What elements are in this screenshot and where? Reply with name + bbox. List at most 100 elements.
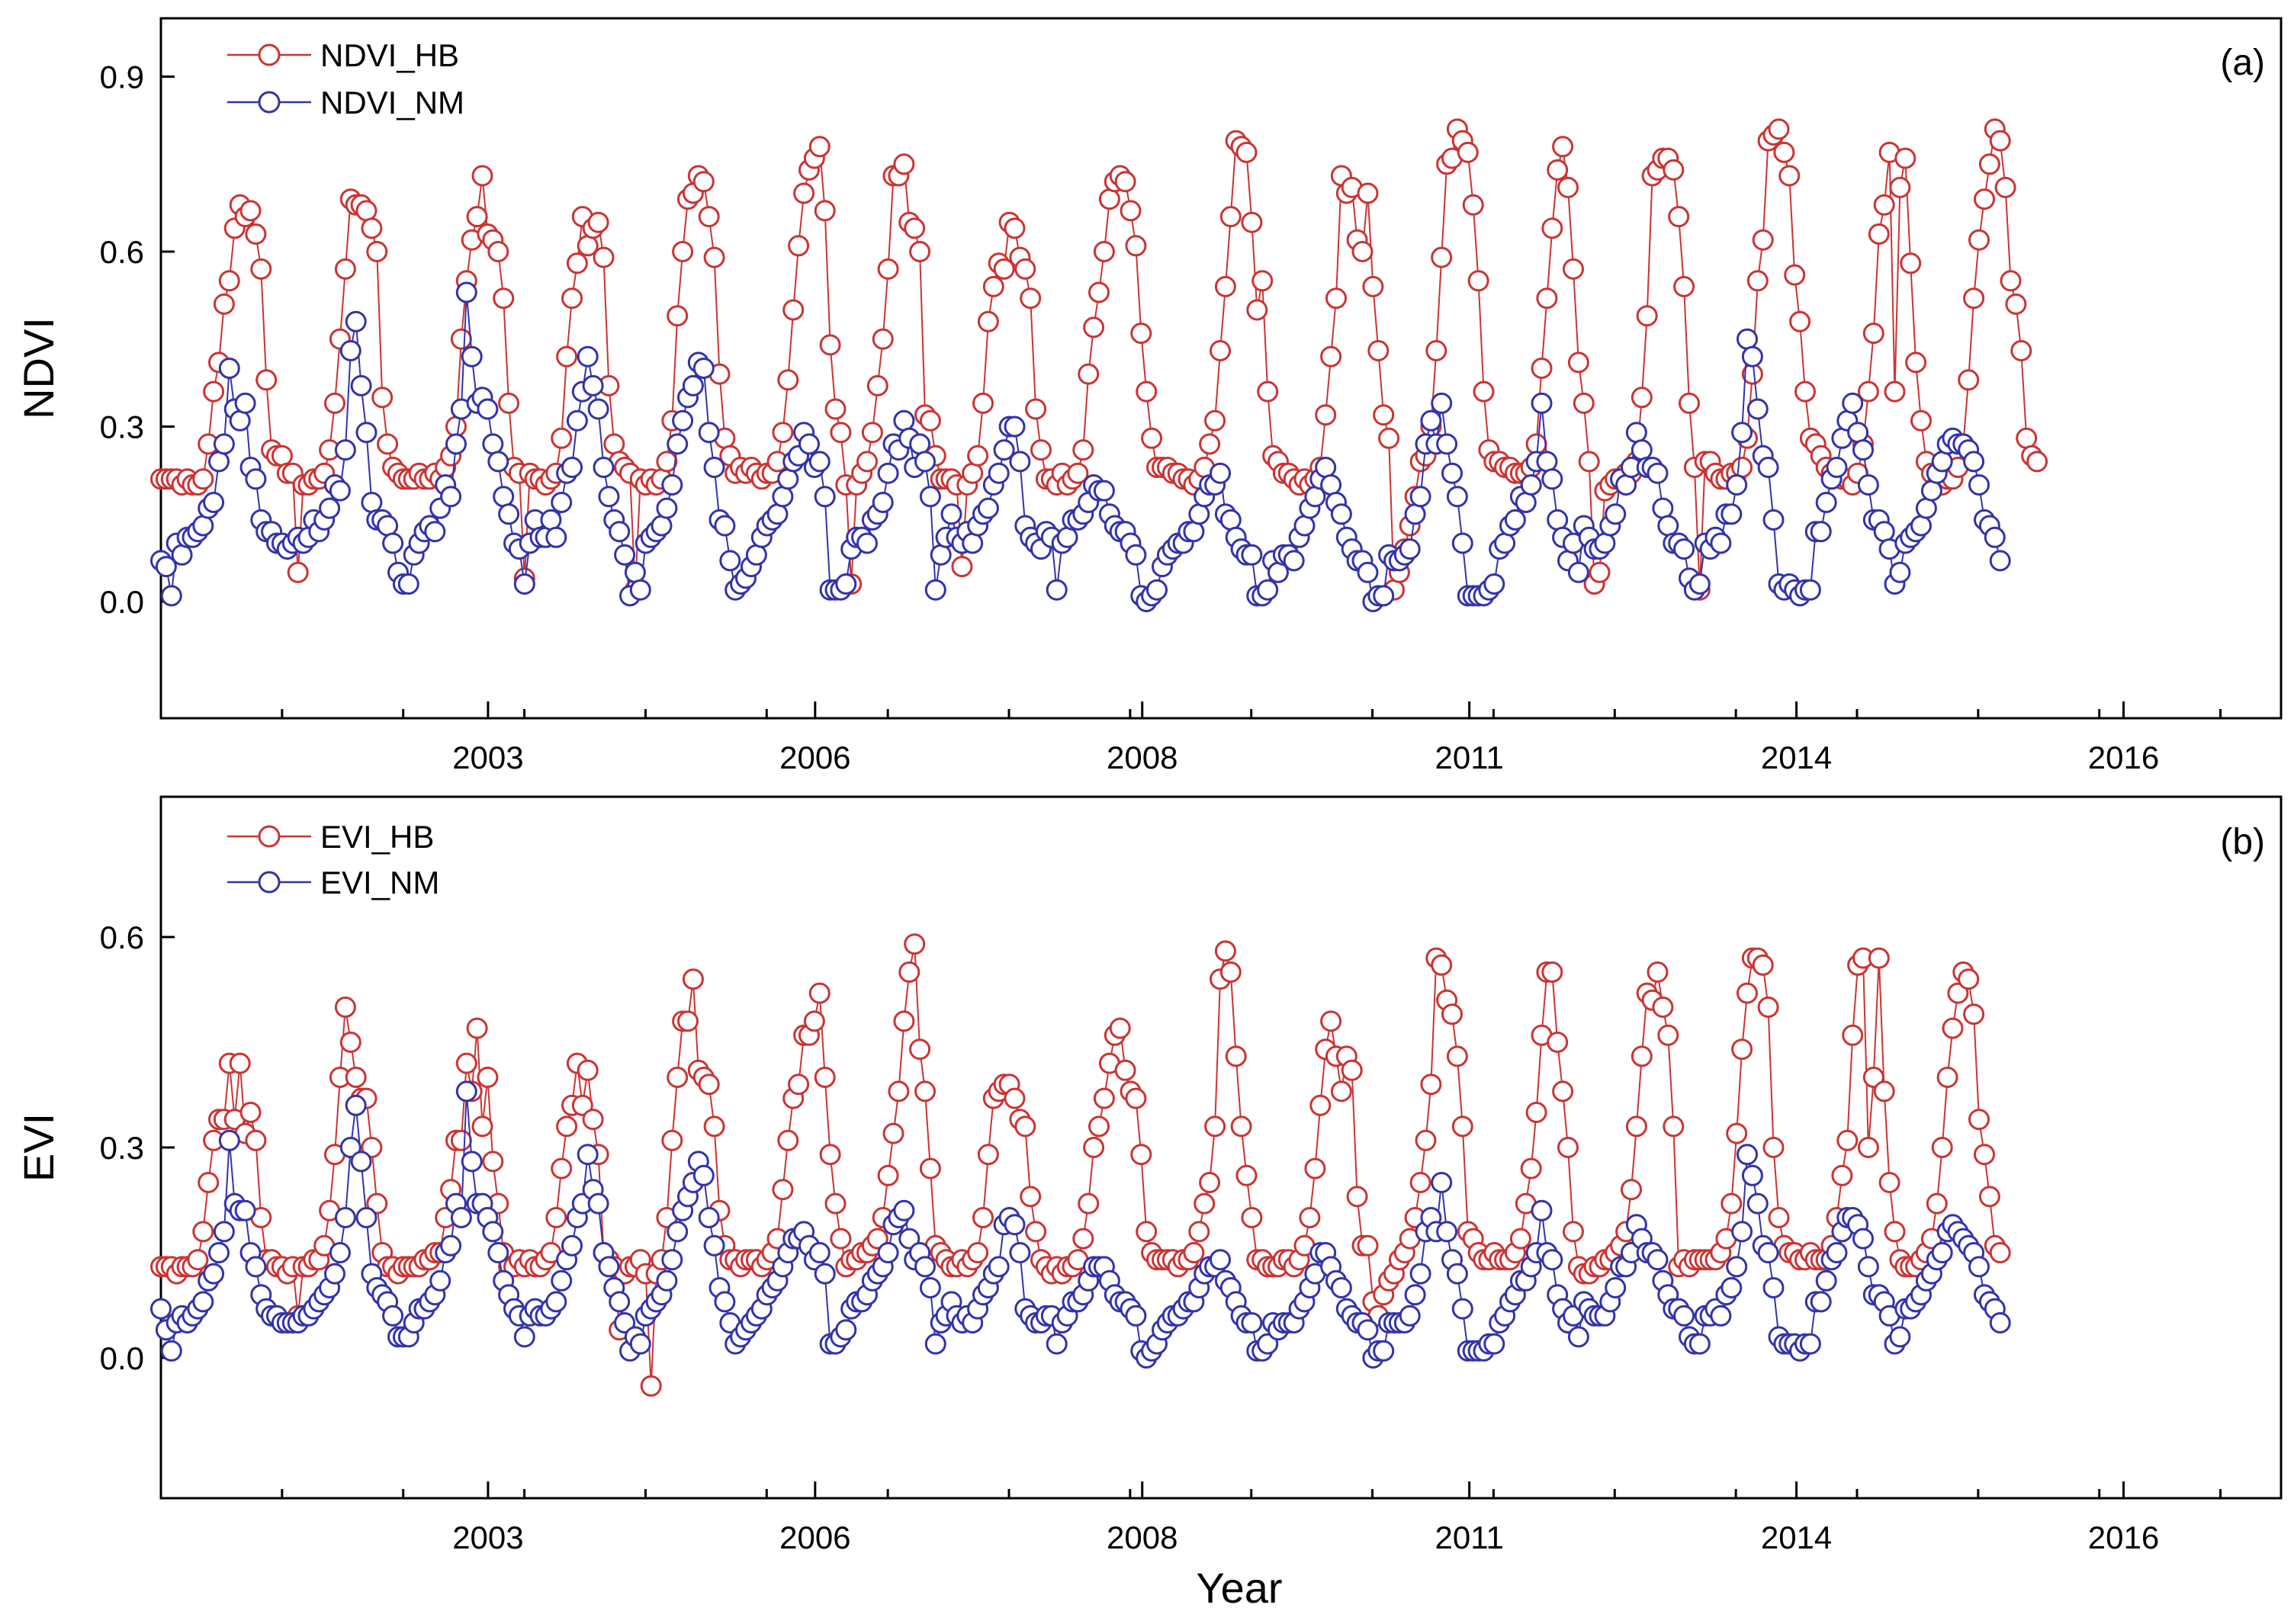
data-point [1241,544,1263,566]
data-point [1436,1221,1458,1243]
data-point [1093,480,1115,502]
data-point [1257,1333,1279,1355]
data-point [1431,954,1453,976]
data-point [171,544,193,566]
data-point [1647,1249,1669,1271]
data-point [1737,1144,1758,1166]
data-point [1857,474,1879,496]
data-point [587,211,609,233]
data-point [1420,409,1442,432]
data-point [339,340,361,361]
data-point [919,1277,941,1298]
data-point [1373,585,1395,607]
data-point [1989,550,2011,572]
data-point [904,933,926,955]
data-point [1889,1326,1911,1348]
data-point [461,345,483,367]
data-point [1425,340,1447,361]
panel-a-xticks: 2003 2006 2008 2011 2014 2016 [159,701,2222,775]
data-point [1720,1192,1743,1215]
data-point [1246,299,1268,321]
x-tick-label: 2016 [2088,1520,2159,1555]
data-point [861,422,883,444]
data-point [1910,515,1932,537]
data-point [1842,1024,1864,1046]
data-point [904,217,926,239]
data-point [1631,439,1653,461]
data-point [1130,323,1152,345]
data-point [1067,462,1089,484]
data-point [866,1228,888,1250]
data-point [1204,1115,1226,1138]
data-point [245,1129,267,1151]
data-point [893,1010,915,1032]
data-point [1931,451,1953,473]
data-point [192,515,214,537]
data-point [1857,1137,1879,1158]
data-point [962,532,984,554]
data-point [814,1263,836,1285]
data-point [1515,492,1537,513]
data-point [1621,1179,1642,1201]
data-point [371,387,394,409]
data-point [1757,1242,1779,1263]
data-point [1826,1242,1848,1263]
data-point [672,241,694,262]
data-point [329,1242,351,1263]
data-point [218,1129,240,1151]
data-point [988,1256,1010,1278]
data-point [798,433,820,455]
data-point [793,182,815,204]
data-point [1563,1221,1584,1243]
data-point [909,1038,931,1061]
data-point [208,451,230,473]
data-point [1536,287,1558,310]
data-point [577,1144,599,1166]
data-point [1451,532,1473,554]
data-point [1688,573,1711,595]
x-tick-label: 2014 [1761,740,1832,775]
data-point [1025,398,1047,420]
data-point [1367,340,1390,361]
data-point [582,374,604,396]
data-point [1083,1137,1105,1158]
data-point [1799,1333,1821,1355]
data-point [656,451,678,473]
data-point [745,544,767,566]
data-point [545,526,567,548]
data-point [1657,515,1679,537]
data-point [1541,217,1563,239]
data-point [1847,422,1869,444]
data-point [1098,188,1120,210]
data-point [271,445,293,467]
data-point [698,1074,720,1096]
data-point [972,392,994,414]
data-point [2010,340,2032,361]
data-point [1373,1340,1395,1362]
data-point [1525,433,1547,455]
data-point [692,1164,715,1186]
data-point [1357,182,1379,204]
data-point [1910,409,1932,432]
data-point [1404,503,1426,525]
data-point [355,422,378,444]
data-point [1004,217,1026,239]
data-point [1968,474,1990,496]
data-point [1963,451,1985,473]
data-point [513,573,535,595]
data-point [566,252,588,274]
data-point [893,409,915,432]
data-point [629,579,651,601]
y-tick-label: 0.6 [100,234,144,270]
data-point [355,1207,378,1228]
y-tick-label: 0.6 [100,920,144,955]
data-point [1857,380,1879,403]
data-point [1235,1164,1258,1186]
data-point [1431,246,1453,268]
data-point [651,515,673,537]
data-point [777,468,799,490]
data-point [788,1074,810,1096]
data-point [909,241,931,262]
data-point [1784,264,1806,286]
data-point [1431,392,1453,414]
